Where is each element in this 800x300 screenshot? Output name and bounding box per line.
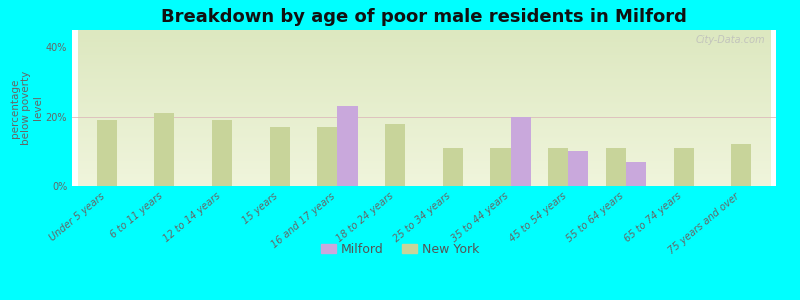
Bar xyxy=(442,148,463,186)
Bar xyxy=(510,117,530,186)
Bar xyxy=(568,151,589,186)
Bar xyxy=(154,113,174,186)
Bar xyxy=(674,148,694,186)
Bar xyxy=(212,120,232,186)
Bar xyxy=(385,124,406,186)
Text: City-Data.com: City-Data.com xyxy=(696,35,766,45)
Bar xyxy=(626,162,646,186)
Bar xyxy=(270,127,290,186)
Legend: Milford, New York: Milford, New York xyxy=(315,238,485,261)
Bar xyxy=(490,148,510,186)
Bar xyxy=(338,106,358,186)
Bar xyxy=(548,148,568,186)
Y-axis label: percentage
below poverty
level: percentage below poverty level xyxy=(10,71,43,145)
Bar xyxy=(731,144,751,186)
Bar xyxy=(97,120,117,186)
Title: Breakdown by age of poor male residents in Milford: Breakdown by age of poor male residents … xyxy=(161,8,687,26)
Bar xyxy=(318,127,338,186)
Bar xyxy=(606,148,626,186)
